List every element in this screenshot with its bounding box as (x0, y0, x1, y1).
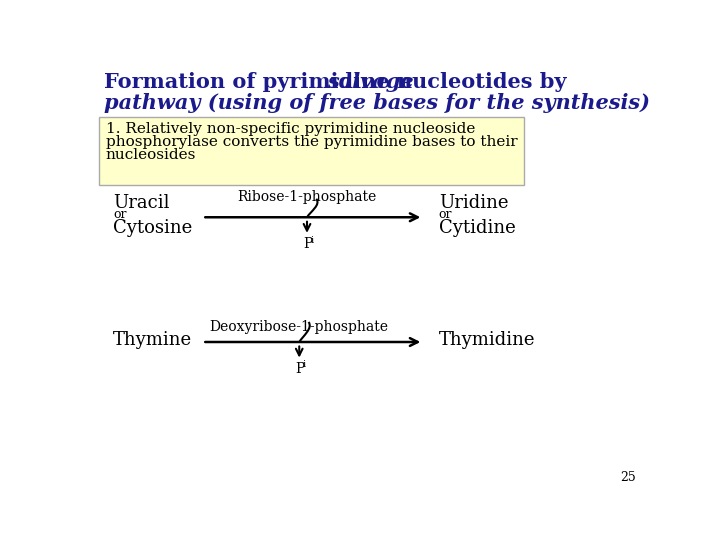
Text: i: i (302, 361, 305, 369)
Text: P: P (303, 237, 312, 251)
Text: pathway (using of free bases for the synthesis): pathway (using of free bases for the syn… (104, 92, 650, 112)
Text: or: or (438, 208, 452, 221)
Text: 25: 25 (621, 471, 636, 484)
Text: Thymine: Thymine (113, 331, 192, 349)
Text: Uracil: Uracil (113, 194, 170, 212)
Text: Deoxyribose-1-phosphate: Deoxyribose-1-phosphate (210, 320, 389, 334)
Text: Cytosine: Cytosine (113, 219, 192, 237)
Text: Thymidine: Thymidine (438, 331, 535, 349)
Text: Uridine: Uridine (438, 194, 508, 212)
FancyBboxPatch shape (99, 117, 524, 185)
Text: salvage: salvage (327, 72, 414, 92)
Text: phosphorylase converts the pyrimidine bases to their: phosphorylase converts the pyrimidine ba… (106, 135, 517, 149)
Text: 1. Relatively non-specific pyrimidine nucleoside: 1. Relatively non-specific pyrimidine nu… (106, 122, 475, 136)
Text: nucleosides: nucleosides (106, 148, 196, 162)
Text: i: i (310, 236, 313, 245)
Text: Ribose-1-phosphate: Ribose-1-phosphate (238, 190, 377, 204)
Text: Formation of pyrimidine nucleotides by: Formation of pyrimidine nucleotides by (104, 72, 581, 92)
Text: or: or (113, 208, 127, 221)
Text: P: P (295, 362, 305, 376)
Text: Cytidine: Cytidine (438, 219, 516, 237)
